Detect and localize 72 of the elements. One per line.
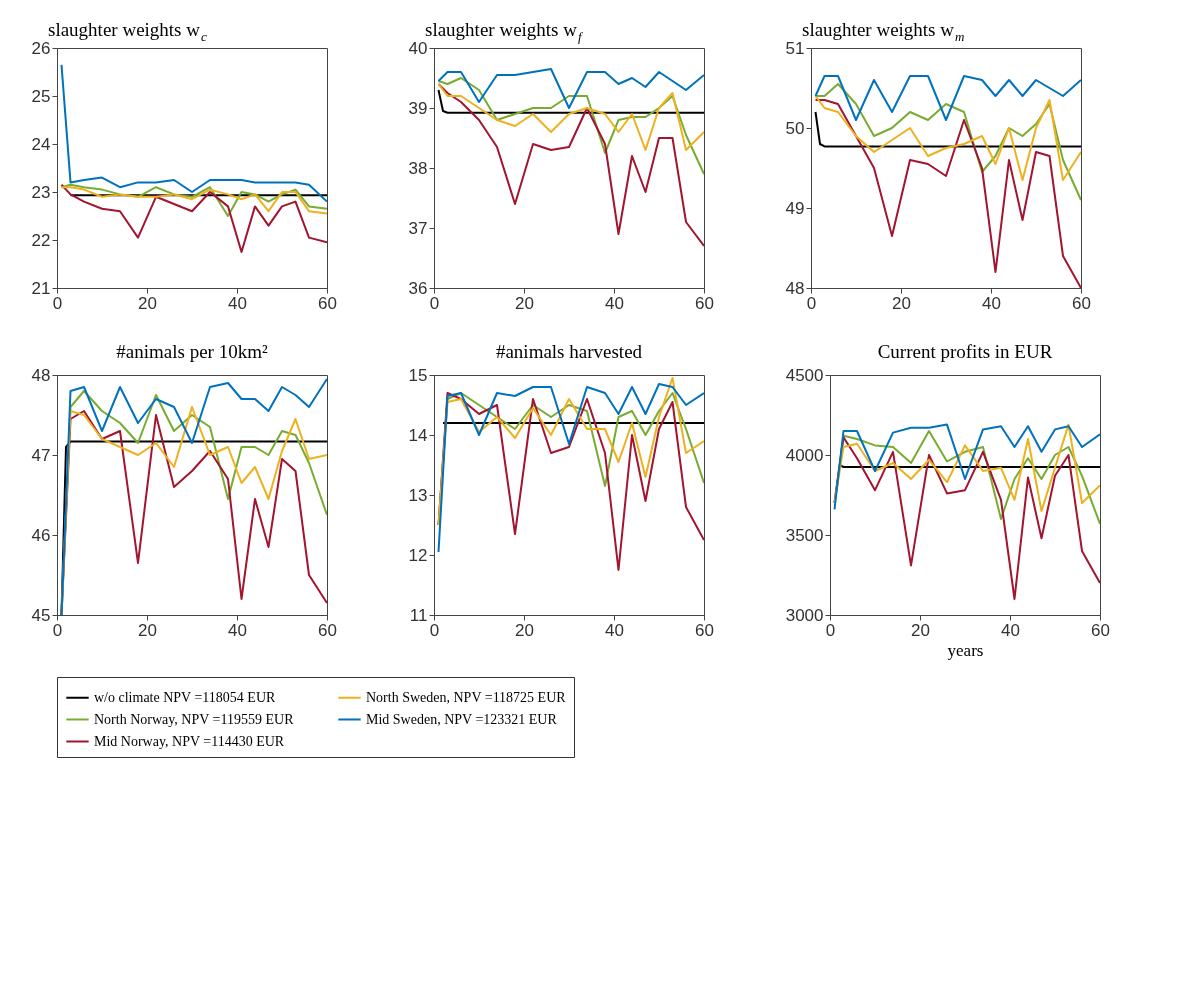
x-tick-label: 0 bbox=[806, 293, 817, 313]
y-tick-label: 51 bbox=[785, 38, 805, 58]
y-tick-label: 3000 bbox=[785, 605, 824, 625]
y-tick-label: 48 bbox=[31, 365, 51, 385]
x-tick-label: 60 bbox=[1072, 293, 1091, 313]
y-tick-label: 4000 bbox=[785, 445, 824, 465]
legend-label: Mid Norway, NPV =114430 EUR bbox=[94, 733, 285, 749]
x-tick-label: 60 bbox=[1091, 620, 1110, 640]
x-tick-label: 20 bbox=[892, 293, 911, 313]
y-tick-label: 13 bbox=[408, 485, 428, 505]
x-tick-label: 60 bbox=[318, 293, 337, 313]
y-tick-label: 11 bbox=[409, 605, 428, 625]
line-series bbox=[814, 95, 1081, 181]
line-series bbox=[833, 430, 1100, 525]
x-tick-label: 40 bbox=[228, 293, 247, 313]
y-tick-label: 48 bbox=[785, 278, 805, 298]
x-tick-label: 60 bbox=[318, 620, 337, 640]
x-tick-label: 40 bbox=[982, 293, 1001, 313]
y-tick-label: 21 bbox=[31, 278, 51, 298]
y-tick-label: 14 bbox=[408, 425, 428, 445]
chart-title: Current profits in EUR bbox=[877, 341, 1053, 362]
y-tick-label: 49 bbox=[785, 198, 805, 218]
line-series bbox=[437, 68, 704, 109]
legend-label: North Sweden, NPV =118725 EUR bbox=[366, 689, 567, 705]
line-series bbox=[60, 63, 327, 203]
y-tick-label: 36 bbox=[408, 278, 428, 298]
legend-label: North Norway, NPV =119559 EUR bbox=[94, 711, 295, 727]
x-tick-label: 20 bbox=[515, 293, 534, 313]
x-tick-label: 40 bbox=[1001, 620, 1020, 640]
y-tick-label: 23 bbox=[31, 182, 51, 202]
chart-title: #animals per 10km² bbox=[116, 341, 268, 362]
y-tick-label: 12 bbox=[408, 545, 428, 565]
line-series bbox=[437, 77, 704, 175]
x-tick-label: 60 bbox=[695, 293, 714, 313]
x-tick-label: 0 bbox=[429, 293, 440, 313]
line-series bbox=[814, 99, 1081, 288]
x-tick-label: 40 bbox=[605, 620, 624, 640]
x-tick-label: 0 bbox=[52, 293, 63, 313]
y-tick-label: 24 bbox=[31, 134, 51, 154]
legend-label: w/o climate NPV =118054 EUR bbox=[94, 689, 276, 705]
x-tick-label: 20 bbox=[911, 620, 930, 640]
x-tick-label: 0 bbox=[429, 620, 440, 640]
y-tick-label: 39 bbox=[408, 98, 428, 118]
chart-title: #animals harvested bbox=[495, 341, 643, 362]
legend-label: Mid Sweden, NPV =123321 EUR bbox=[366, 711, 558, 727]
x-tick-label: 20 bbox=[515, 620, 534, 640]
x-tick-label: 40 bbox=[228, 620, 247, 640]
x-tick-label: 60 bbox=[695, 620, 714, 640]
line-series bbox=[814, 75, 1081, 121]
y-tick-label: 22 bbox=[31, 230, 51, 250]
line-series bbox=[60, 183, 327, 253]
x-axis-title: years bbox=[947, 640, 984, 660]
y-tick-label: 37 bbox=[408, 218, 428, 238]
x-tick-label: 20 bbox=[138, 293, 157, 313]
x-tick-label: 0 bbox=[825, 620, 836, 640]
x-tick-label: 40 bbox=[605, 293, 624, 313]
y-tick-label: 15 bbox=[408, 365, 428, 385]
x-tick-label: 20 bbox=[138, 620, 157, 640]
y-tick-label: 4500 bbox=[785, 365, 824, 385]
y-tick-label: 38 bbox=[408, 158, 428, 178]
y-tick-label: 50 bbox=[785, 118, 805, 138]
line-series bbox=[814, 83, 1081, 201]
y-tick-label: 47 bbox=[31, 445, 51, 465]
line-series bbox=[437, 83, 704, 151]
y-tick-label: 45 bbox=[31, 605, 51, 625]
y-tick-label: 25 bbox=[31, 86, 51, 106]
x-tick-label: 0 bbox=[52, 620, 63, 640]
y-tick-label: 46 bbox=[31, 525, 51, 545]
y-tick-label: 40 bbox=[408, 38, 428, 58]
y-tick-label: 26 bbox=[31, 38, 51, 58]
line-series bbox=[833, 436, 1100, 600]
y-tick-label: 3500 bbox=[785, 525, 824, 545]
